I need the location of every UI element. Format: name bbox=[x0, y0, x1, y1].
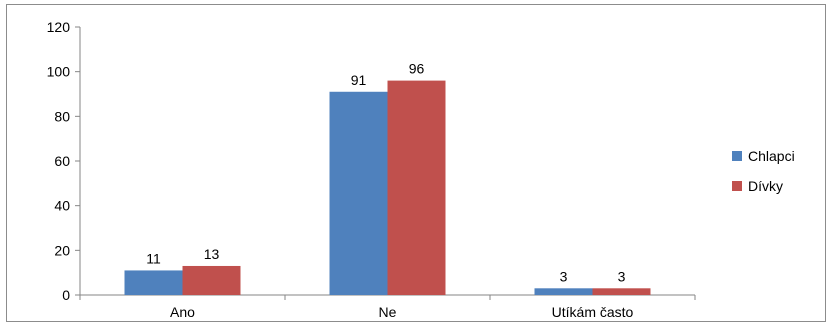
y-tick-label: 0 bbox=[62, 287, 70, 303]
bar-dívky-2 bbox=[592, 288, 651, 295]
legend-swatch-dívky bbox=[732, 181, 742, 191]
legend-label-dívky: Dívky bbox=[748, 178, 783, 194]
y-tick-label: 120 bbox=[47, 19, 71, 35]
bar-chlapci-0 bbox=[124, 270, 183, 295]
y-tick-label: 60 bbox=[54, 153, 70, 169]
bar-dívky-0 bbox=[182, 265, 241, 295]
y-tick-label: 40 bbox=[54, 198, 70, 214]
x-tick-label: Ne bbox=[379, 304, 397, 320]
data-label: 3 bbox=[560, 268, 568, 284]
x-tick-label: Ano bbox=[170, 304, 195, 320]
bar-dívky-1 bbox=[387, 80, 446, 295]
legend-label-chlapci: Chlapci bbox=[748, 148, 795, 164]
data-label: 3 bbox=[618, 268, 626, 284]
y-tick-label: 80 bbox=[54, 108, 70, 124]
data-labels-group: 11 13 91 96 3 3 bbox=[146, 61, 625, 285]
y-tick-label: 20 bbox=[54, 242, 70, 258]
data-label: 13 bbox=[204, 246, 220, 262]
x-tick-label: Utíkám často bbox=[552, 304, 634, 320]
bars-group bbox=[124, 80, 651, 296]
bar-chlapci-1 bbox=[329, 91, 388, 296]
y-tick-label: 100 bbox=[47, 64, 71, 80]
legend: Chlapci Dívky bbox=[732, 148, 795, 194]
legend-swatch-chlapci bbox=[732, 151, 742, 161]
data-label: 91 bbox=[351, 72, 367, 88]
data-label: 11 bbox=[146, 250, 161, 266]
bar-chlapci-2 bbox=[534, 288, 593, 295]
data-label: 96 bbox=[409, 61, 425, 77]
